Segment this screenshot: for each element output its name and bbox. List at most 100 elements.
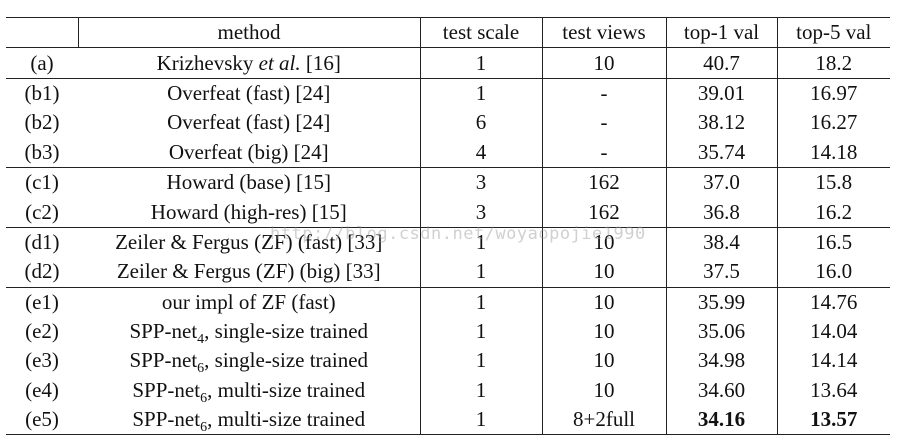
row-method: Krizhevsky et al. [16] <box>78 47 420 79</box>
row-scale: 1 <box>419 77 542 109</box>
row-top1: 40.7 <box>665 47 777 79</box>
row-method: SPP-net4, single-size trained <box>129 319 369 348</box>
subscript: 6 <box>200 390 208 406</box>
row-top1: 36.8 <box>665 197 777 228</box>
table-row: (b3) Overfeat (big) [24] 4 - 35.74 14.18 <box>6 137 890 168</box>
row-views: - <box>541 108 666 138</box>
row-scale: 1 <box>419 316 542 347</box>
row-views: 10 <box>541 346 666 376</box>
row-top1-best: 34.16 <box>665 405 777 436</box>
row-top5: 18.2 <box>776 47 890 79</box>
table-row: (e4) SPP-net6, multi-size trained 1 10 3… <box>6 375 890 406</box>
row-top1: 39.01 <box>665 77 777 109</box>
method-italic: et al. <box>258 50 301 75</box>
results-table: method test scale test views top-1 val t… <box>6 16 890 436</box>
row-top5: 16.5 <box>776 226 890 258</box>
row-top5: 14.04 <box>776 316 890 347</box>
row-scale: 1 <box>419 257 542 288</box>
header-test-views: test views <box>541 16 666 49</box>
row-views: 10 <box>541 226 666 258</box>
table-row: (c1) Howard (base) [15] 3 162 37.0 15.8 <box>6 166 890 198</box>
row-top1: 38.4 <box>665 226 777 258</box>
table-row: (a) Krizhevsky et al. [16] 1 10 40.7 18.… <box>6 47 890 79</box>
row-method: SPP-net6, multi-size trained <box>132 377 366 406</box>
table-row: (d2) Zeiler & Fergus (ZF) (big) [33] 1 1… <box>6 257 890 288</box>
row-id: (b1) <box>6 77 78 109</box>
row-method: Howard (base) [15] <box>78 166 420 198</box>
row-id: (b3) <box>24 139 60 164</box>
row-scale: 1 <box>419 226 542 258</box>
header-method: method <box>77 16 420 49</box>
row-id: (e3) <box>25 348 59 373</box>
row-views: 162 <box>541 197 666 228</box>
table-row: (e1) our impl of ZF (fast) 1 10 35.99 14… <box>6 286 890 317</box>
row-top1: 34.98 <box>665 346 777 376</box>
row-method: Zeiler & Fergus (ZF) (fast) [33] <box>78 226 420 258</box>
table-row: (c2) Howard (high-res) [15] 3 162 36.8 1… <box>6 197 890 228</box>
row-views: 10 <box>541 47 666 79</box>
table-row: (e2) SPP-net4, single-size trained 1 10 … <box>6 316 890 348</box>
header-row: method test scale test views top-1 val t… <box>6 16 890 49</box>
row-method: SPP-net6, single-size trained <box>129 348 369 377</box>
row-views: 10 <box>541 286 666 317</box>
row-scale: 1 <box>419 346 542 376</box>
row-top1: 38.12 <box>665 108 777 138</box>
row-scale: 1 <box>419 47 542 79</box>
row-top5: 16.97 <box>776 77 890 109</box>
row-top1: 35.99 <box>665 286 777 317</box>
row-views: 10 <box>541 316 666 347</box>
row-top5: 13.64 <box>776 375 890 406</box>
row-top1: 35.06 <box>665 316 777 347</box>
table-row: (d1) Zeiler & Fergus (ZF) (fast) [33] 1 … <box>6 226 890 258</box>
row-views: 162 <box>541 166 666 198</box>
row-top5: 16.2 <box>776 197 890 228</box>
row-id: (a) <box>6 47 78 79</box>
row-id: (e5) <box>6 405 78 436</box>
row-method: Overfeat (big) [24] <box>168 139 329 164</box>
subscript: 4 <box>197 332 205 348</box>
row-top1: 37.0 <box>665 166 777 198</box>
table-row: (e5) SPP-net6, multi-size trained 1 8+2f… <box>6 405 890 436</box>
row-scale: 6 <box>419 108 542 138</box>
row-top5: 16.0 <box>776 257 890 288</box>
row-id: (e2) <box>25 319 59 344</box>
row-top5: 14.18 <box>776 137 890 168</box>
header-id <box>6 16 78 49</box>
row-views: 8+2full <box>541 405 666 436</box>
row-top5: 15.8 <box>776 166 890 198</box>
header-top1: top-1 val <box>665 16 777 49</box>
table-row: (b1) Overfeat (fast) [24] 1 - 39.01 16.9… <box>6 77 890 109</box>
row-method: our impl of ZF (fast) <box>78 286 420 317</box>
row-id: (d2) <box>24 259 60 284</box>
header-top5: top-5 val <box>776 16 890 49</box>
row-id: (c2) <box>25 199 59 224</box>
row-id: (c1) <box>6 166 78 198</box>
row-top5: 14.76 <box>776 286 890 317</box>
row-views: 10 <box>541 375 666 406</box>
row-top5: 14.14 <box>776 346 890 376</box>
row-top1: 35.74 <box>665 137 777 168</box>
row-scale: 3 <box>419 166 542 198</box>
row-scale: 1 <box>419 405 542 436</box>
subscript: 6 <box>197 361 205 377</box>
row-scale: 1 <box>419 375 542 406</box>
row-views: - <box>541 77 666 109</box>
row-id: (e1) <box>6 286 78 317</box>
row-scale: 1 <box>419 286 542 317</box>
row-top1: 37.5 <box>665 257 777 288</box>
row-top5: 16.27 <box>776 108 890 138</box>
table-row: (b2) Overfeat (fast) [24] 6 - 38.12 16.2… <box>6 108 890 138</box>
row-method: Howard (high-res) [15] <box>150 199 347 224</box>
row-method: Zeiler & Fergus (ZF) (big) [33] <box>116 259 381 284</box>
row-id: (b2) <box>24 110 60 135</box>
row-id: (e4) <box>25 377 59 402</box>
header-test-scale: test scale <box>419 16 542 49</box>
row-top1: 34.60 <box>665 375 777 406</box>
row-views: - <box>541 137 666 168</box>
subscript: 6 <box>200 420 208 436</box>
row-top5-best: 13.57 <box>776 405 890 436</box>
row-method: Overfeat (fast) [24] <box>167 110 331 135</box>
row-scale: 3 <box>419 197 542 228</box>
row-method: Overfeat (fast) [24] <box>78 77 420 109</box>
table-row: (e3) SPP-net6, single-size trained 1 10 … <box>6 346 890 377</box>
